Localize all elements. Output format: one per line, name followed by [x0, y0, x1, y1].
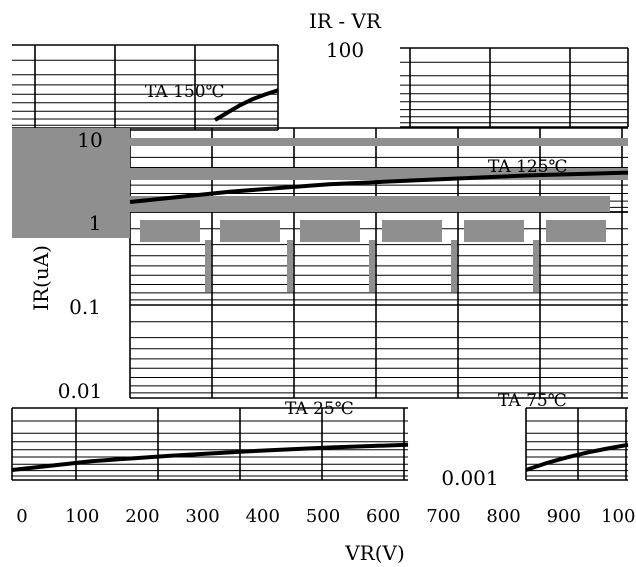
series-line [525, 442, 629, 472]
smear-block [464, 220, 524, 242]
chart-title: IR - VR [309, 9, 382, 33]
series-line [129, 170, 629, 204]
series-lines [11, 88, 629, 472]
y-tick-label: 0.001 [441, 466, 498, 490]
y-tick-labels: 100 10 1 0.1 0.01 0.001 [58, 38, 499, 490]
x-tick-label: 100 [65, 506, 99, 527]
x-tick-label: 300 [185, 506, 219, 527]
smear-block [533, 240, 539, 292]
smear-block [382, 220, 442, 242]
x-tick-label: 1000 [601, 506, 636, 527]
x-tick-labels: 0 100 200 300 400 500 600 700 800 900 1000 [16, 506, 636, 527]
smear-block [130, 196, 610, 212]
x-tick-label: 200 [125, 506, 159, 527]
x-tick-label: 600 [366, 506, 400, 527]
y-tick-label: 10 [77, 128, 102, 152]
smear-block [130, 138, 628, 146]
x-tick-label: 900 [547, 506, 581, 527]
y-axis-label: IR(uA) [29, 245, 53, 311]
smear-block [12, 128, 130, 238]
series-line [213, 88, 279, 122]
smear-block [546, 220, 606, 242]
x-tick-label: 500 [306, 506, 340, 527]
x-tick-label: 400 [246, 506, 280, 527]
series-label: TA 150℃ [145, 82, 225, 102]
series-label: TA 75℃ [498, 391, 567, 411]
x-axis-label: VR(V) [344, 541, 405, 565]
y-tick-label: 0.1 [69, 295, 101, 319]
y-tick-label: 100 [326, 38, 364, 62]
series-labels: TA 150℃ TA 125℃ TA 75℃ TA 25℃ [145, 82, 568, 419]
smear-block [140, 220, 200, 242]
smear-block [451, 240, 457, 292]
smear-block [300, 220, 360, 242]
smear-block [12, 150, 42, 158]
smear-block [287, 240, 293, 292]
x-tick-label: 700 [426, 506, 460, 527]
y-tick-label: 1 [89, 211, 102, 235]
y-tick-label: 0.01 [58, 379, 103, 403]
series-label: TA 125℃ [488, 157, 568, 177]
x-tick-label: 0 [16, 506, 27, 527]
smear-block [369, 240, 375, 292]
series-line [11, 442, 409, 472]
smear-block [220, 220, 280, 242]
smear-block [205, 240, 211, 292]
x-tick-label: 800 [486, 506, 520, 527]
scan-artifacts [12, 128, 628, 292]
series-label: TA 25℃ [285, 399, 354, 419]
